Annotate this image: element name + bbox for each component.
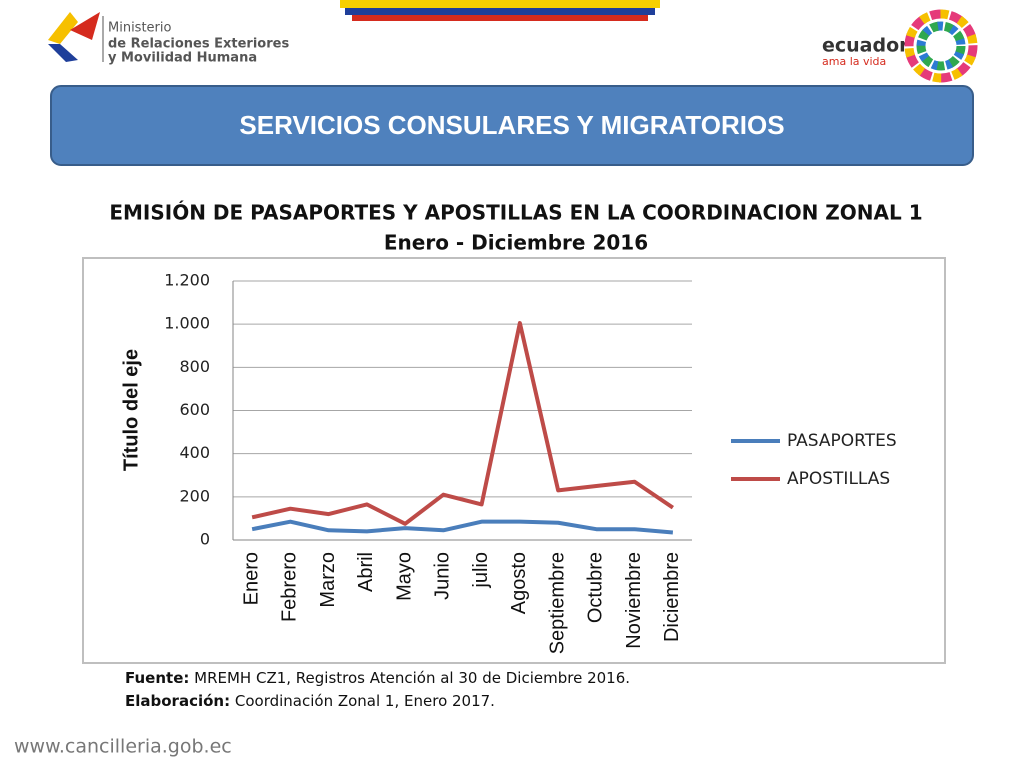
slogan: ama la vida xyxy=(822,55,886,68)
chart-title: EMISIÓN DE PASAPORTES Y APOSTILLAS EN LA… xyxy=(109,201,922,225)
y-tick-label: 800 xyxy=(179,357,210,376)
brand-logo xyxy=(904,9,978,83)
y-axis-title: Título del eje xyxy=(120,349,142,471)
x-tick-label: Marzo xyxy=(317,552,339,608)
ministry-line: Ministerio xyxy=(108,21,172,36)
x-tick-label: Abril xyxy=(355,552,377,592)
source-text: MREMH CZ1, Registros Atención al 30 de D… xyxy=(189,669,630,687)
banner xyxy=(50,85,974,166)
x-tick-label: julio xyxy=(470,552,492,589)
x-tick-label: Octubre xyxy=(585,552,607,623)
series-line xyxy=(251,519,674,535)
ministry-line: de Relaciones Exteriores xyxy=(108,37,289,52)
elaboration-text: Coordinación Zonal 1, Enero 2017. xyxy=(230,692,495,710)
x-tick-label: Mayo xyxy=(393,552,415,601)
x-tick-label: Noviembre xyxy=(623,552,645,649)
chart-frame xyxy=(82,257,946,664)
y-tick-label: 600 xyxy=(179,400,210,419)
x-tick-label: Septiembre xyxy=(546,552,568,654)
chart-subtitle: Enero - Diciembre 2016 xyxy=(384,231,648,255)
source: Fuente: MREMH CZ1, Registros Atención al… xyxy=(125,669,630,687)
legend-label: PASAPORTES xyxy=(787,431,897,451)
flag-red xyxy=(352,15,648,21)
elaboration-label: Elaboración: xyxy=(125,692,230,710)
footer-url: www.cancilleria.gob.ec xyxy=(14,736,232,758)
x-tick-label: Enero xyxy=(240,552,262,605)
source-label: Fuente: xyxy=(125,669,189,687)
y-tick-label: 0 xyxy=(200,530,210,549)
x-tick-label: Febrero xyxy=(279,552,301,622)
flag-yellow xyxy=(340,0,660,8)
elaboration: Elaboración: Coordinación Zonal 1, Enero… xyxy=(125,692,495,710)
y-tick-label: 1.200 xyxy=(164,271,210,290)
series-line xyxy=(251,321,674,526)
y-tick-label: 1.000 xyxy=(164,314,210,333)
y-tick-label: 400 xyxy=(179,443,210,462)
flag-blue xyxy=(345,8,655,15)
banner-title: SERVICIOS CONSULARES Y MIGRATORIOS xyxy=(239,110,784,140)
x-tick-label: Diciembre xyxy=(661,552,683,642)
brand: ecuador xyxy=(822,35,909,57)
y-tick-label: 200 xyxy=(179,486,210,505)
x-tick-label: Agosto xyxy=(508,552,530,614)
ministry-logo xyxy=(48,12,104,62)
legend-label: APOSTILLAS xyxy=(787,469,890,489)
x-tick-label: Junio xyxy=(432,552,454,600)
ministry-line: y Movilidad Humana xyxy=(108,51,257,66)
